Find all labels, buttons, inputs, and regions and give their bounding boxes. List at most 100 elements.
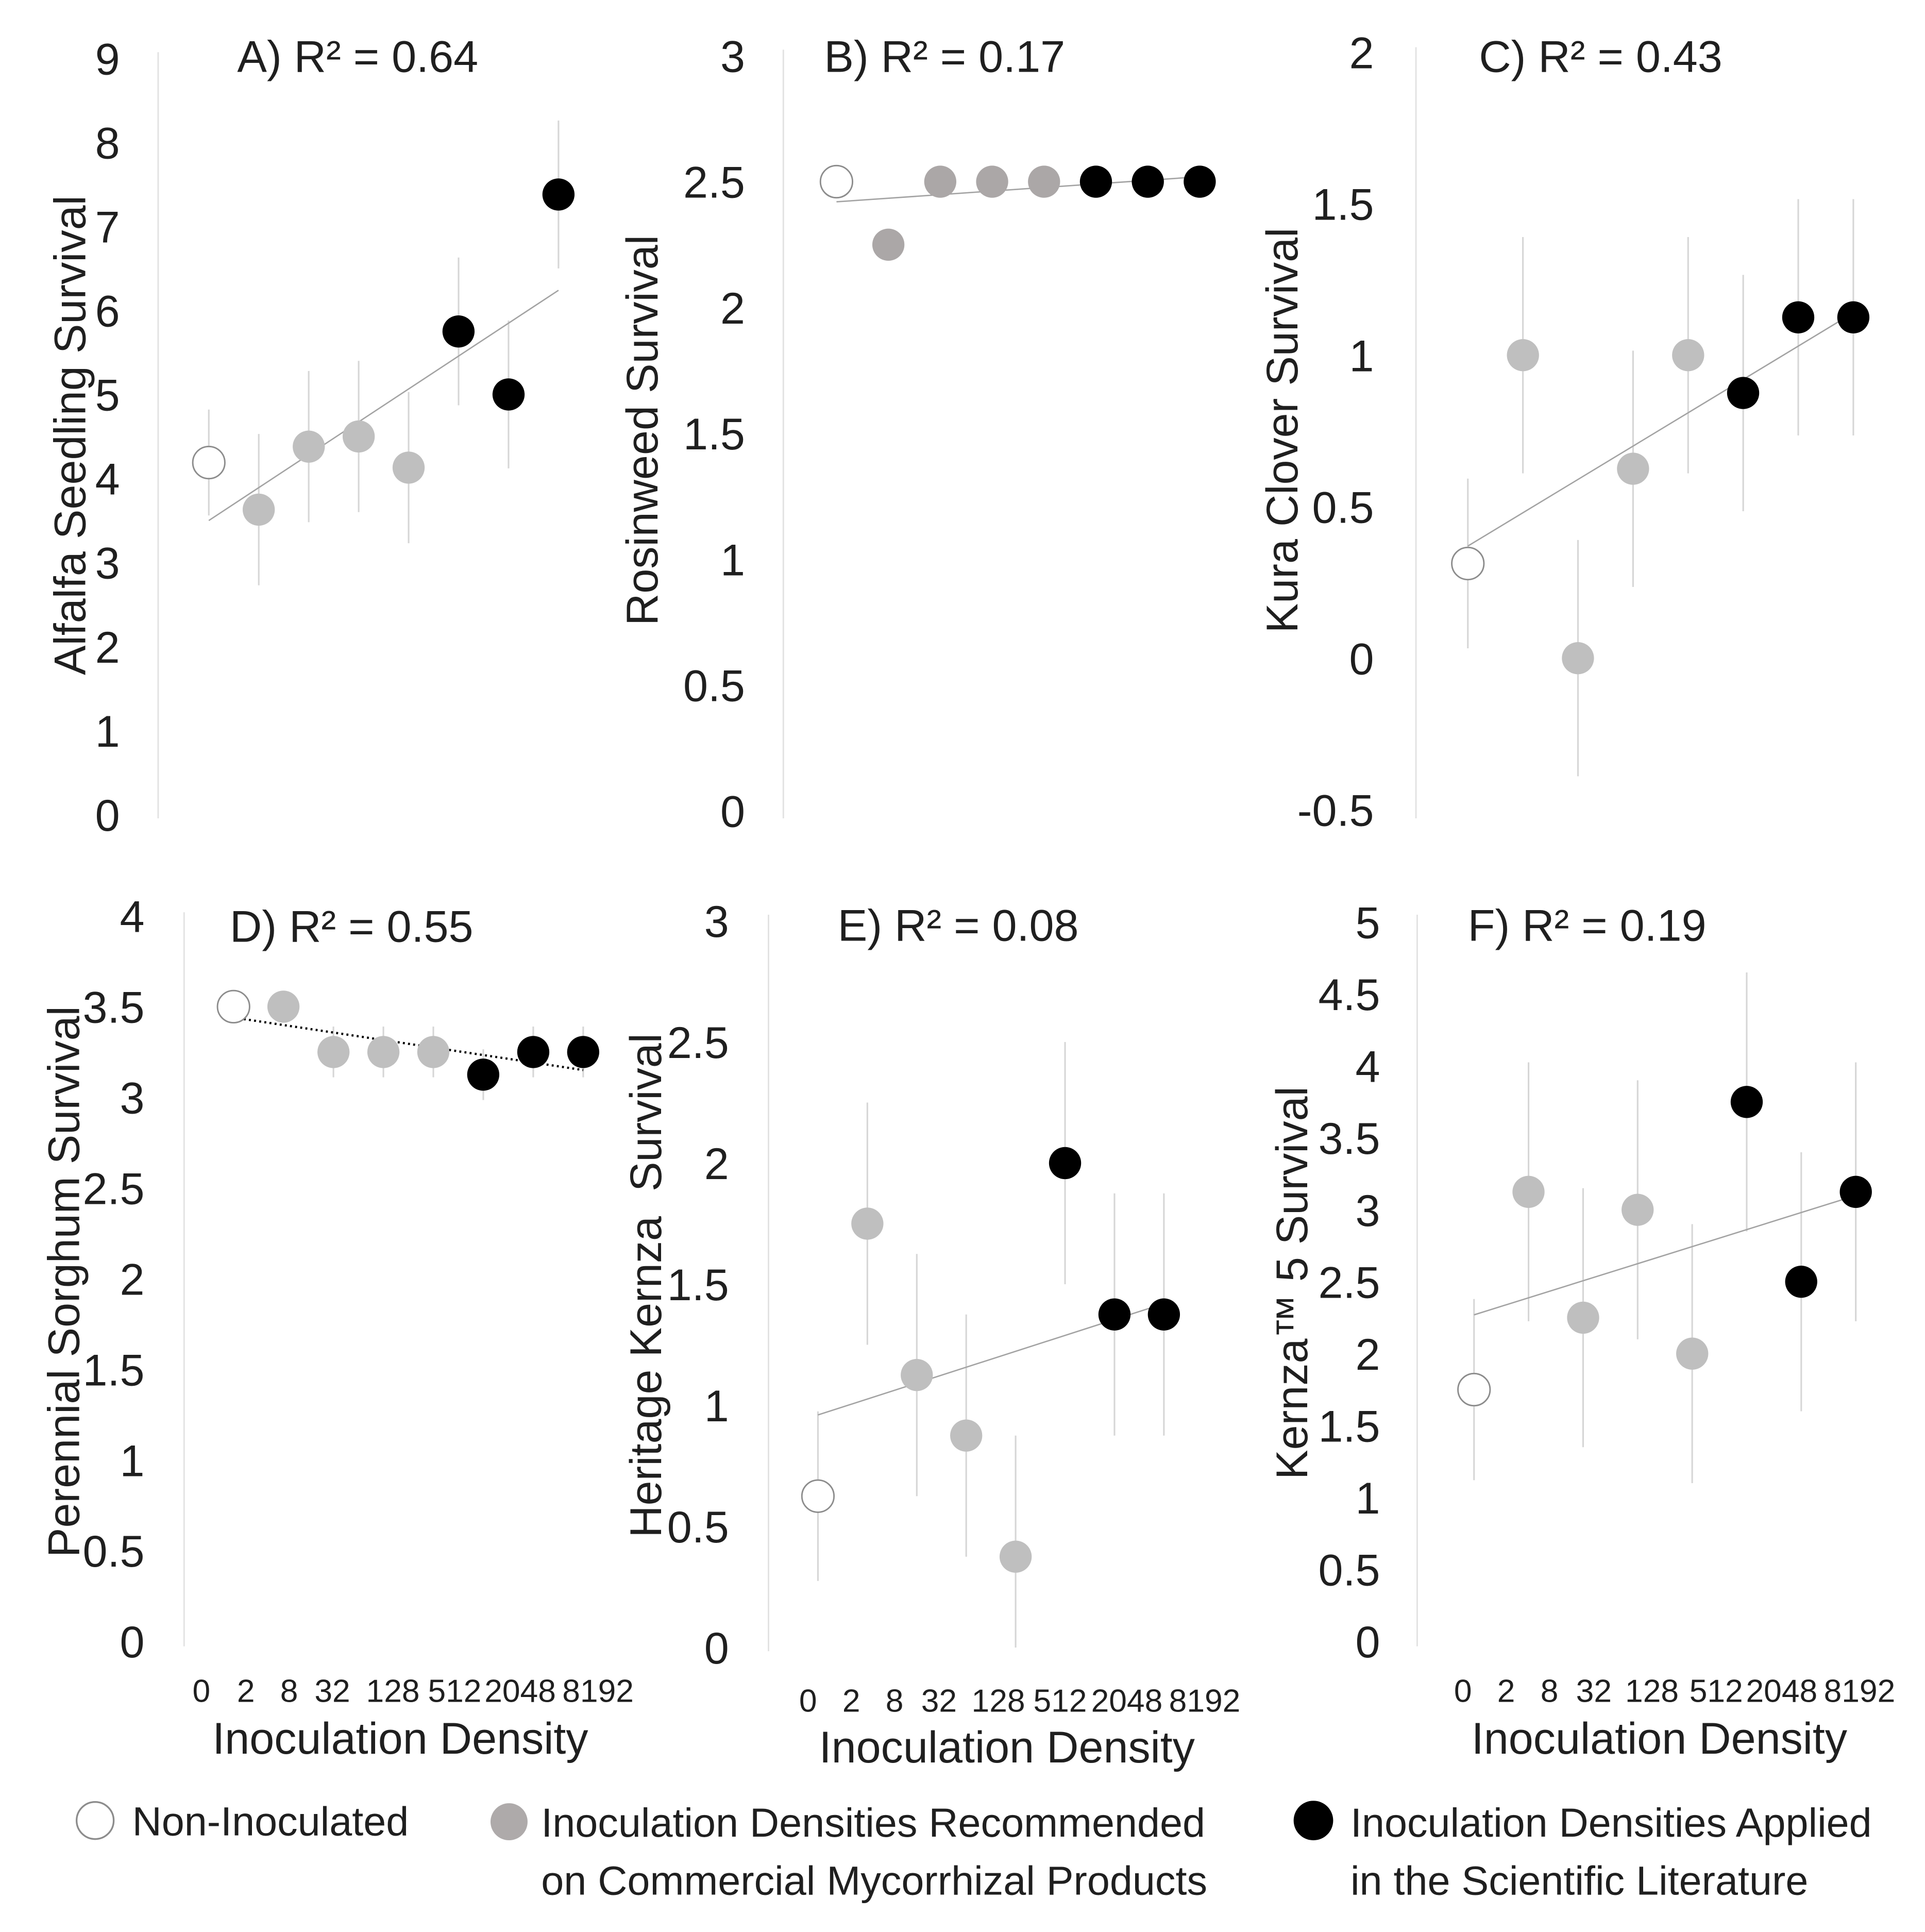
y-tick-label: 2 <box>1355 1330 1380 1380</box>
point-literature <box>1837 301 1870 333</box>
x-tick-label: 8 <box>1541 1673 1559 1709</box>
x-tick-label: 8192 <box>1169 1684 1241 1719</box>
panel-title: E) R² = 0.08 <box>838 901 1079 950</box>
x-tick-label: 32 <box>314 1673 350 1709</box>
y-axis-title: Kernza™ 5 Survival <box>1268 1086 1317 1480</box>
panel-title: F) R² = 0.19 <box>1468 901 1707 950</box>
x-tick-label: 2048 <box>1746 1673 1818 1709</box>
y-tick-label: 1 <box>120 1436 145 1486</box>
y-tick-label: 0 <box>720 787 745 837</box>
point-literature <box>442 315 475 348</box>
point-recommended <box>392 451 425 484</box>
x-tick-label: 2048 <box>1091 1684 1163 1719</box>
y-tick-label: 1.5 <box>667 1261 729 1310</box>
point-recommended <box>1567 1301 1599 1334</box>
point-literature <box>517 1036 550 1068</box>
y-tick-label: 3.5 <box>1319 1114 1380 1164</box>
y-tick-label: 2.5 <box>83 1164 145 1214</box>
legend-marker-non-inoculated <box>75 1801 115 1840</box>
y-axis-title: Alfalfa Seedling Survival <box>46 195 95 675</box>
point-literature <box>1132 165 1164 198</box>
x-tick-label: 2048 <box>484 1673 556 1709</box>
trend-line <box>233 1016 584 1071</box>
y-tick-label: 9 <box>95 35 120 84</box>
y-tick-label: 4.5 <box>1319 970 1380 1020</box>
x-tick-label: 8 <box>280 1673 298 1709</box>
y-axis-title: Rosinweed Survival <box>618 235 667 626</box>
point-recommended <box>1672 339 1704 372</box>
y-tick-label: 1 <box>720 535 745 585</box>
y-tick-label: 1.5 <box>1319 1402 1380 1451</box>
x-tick-label: 2 <box>842 1684 860 1719</box>
x-tick-label: 0 <box>1454 1673 1472 1709</box>
point-recommended <box>317 1036 350 1068</box>
y-tick-label: 0 <box>1355 1618 1380 1667</box>
y-tick-label: 1.5 <box>1312 180 1374 229</box>
y-tick-label: 2 <box>120 1255 145 1304</box>
point-literature <box>1839 1175 1872 1208</box>
point-recommended <box>1622 1194 1654 1226</box>
y-axis-title: Perennial Sorghum Survival <box>40 1006 89 1557</box>
y-tick-label: 1 <box>704 1382 729 1431</box>
y-tick-label: 2.5 <box>683 158 745 208</box>
y-tick-label: 2 <box>720 284 745 333</box>
y-tick-label: 1.5 <box>83 1346 145 1395</box>
point-recommended <box>293 430 325 463</box>
y-tick-label: 3 <box>120 1074 145 1123</box>
y-tick-label: 1 <box>1349 331 1374 381</box>
point-literature <box>1730 1086 1763 1118</box>
y-tick-label: 1.5 <box>683 410 745 459</box>
point-literature <box>1049 1147 1082 1180</box>
y-axis-title: Heritage Kernza Survival <box>621 1033 671 1538</box>
point-recommended <box>851 1207 884 1240</box>
y-tick-label: 4 <box>120 893 145 942</box>
panel-title: D) R² = 0.55 <box>230 902 473 952</box>
point-recommended <box>1617 452 1649 485</box>
legend-marker-literature <box>1293 1801 1333 1841</box>
trend-line <box>208 290 559 522</box>
y-tick-label: 4 <box>1355 1043 1380 1092</box>
y-tick-label: 2 <box>704 1139 729 1189</box>
point-recommended <box>1562 642 1594 675</box>
x-tick-label: 32 <box>921 1684 957 1719</box>
point-literature <box>1184 165 1216 198</box>
point-non-inoculated <box>801 1479 835 1513</box>
x-axis-title: Inoculation Density <box>819 1723 1195 1772</box>
point-recommended <box>367 1036 400 1068</box>
x-tick-label: 128 <box>972 1684 1025 1719</box>
x-tick-label: 128 <box>1625 1673 1679 1709</box>
x-tick-label: 512 <box>428 1673 481 1709</box>
point-literature <box>1147 1298 1180 1331</box>
point-literature <box>1098 1298 1131 1331</box>
point-recommended <box>267 990 300 1023</box>
point-non-inoculated <box>192 445 226 480</box>
point-non-inoculated <box>819 164 854 199</box>
point-recommended <box>1676 1337 1709 1370</box>
point-recommended <box>1507 339 1539 372</box>
y-tick-label: 1 <box>1355 1474 1380 1523</box>
panel-b: 0 0.5 1 1.5 2 2.5 3 B) R² = 0.17 Rosinweed Survi… <box>618 32 1216 837</box>
point-literature <box>1079 165 1112 198</box>
point-non-inoculated <box>1451 546 1485 581</box>
y-tick-label: 0 <box>120 1618 145 1667</box>
point-recommended <box>242 493 275 526</box>
y-tick-label: 3 <box>720 32 745 82</box>
point-literature <box>492 378 525 411</box>
legend-label: Inoculation Densities Applied <box>1350 1800 1872 1845</box>
point-literature <box>1727 377 1760 409</box>
point-recommended <box>1512 1175 1545 1208</box>
y-tick-label: 0.5 <box>1319 1546 1380 1595</box>
point-recommended <box>999 1540 1032 1573</box>
y-tick-label: 0.5 <box>667 1503 729 1552</box>
x-tick-label: 0 <box>799 1684 817 1719</box>
point-recommended <box>1028 165 1060 198</box>
legend-label: Inoculation Densities Recommended <box>541 1800 1205 1845</box>
trend-line <box>1467 312 1854 547</box>
y-axis-title: Kura Clover Survival <box>1258 228 1307 633</box>
x-tick-label: 2 <box>237 1673 255 1709</box>
point-recommended <box>950 1419 983 1452</box>
y-tick-label: 5 <box>1355 899 1380 948</box>
